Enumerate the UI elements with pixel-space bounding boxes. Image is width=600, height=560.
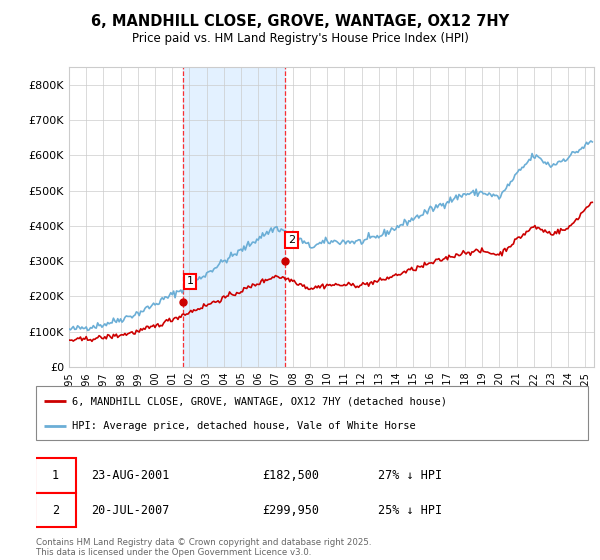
Text: 20-JUL-2007: 20-JUL-2007 [91,503,170,517]
Text: 6, MANDHILL CLOSE, GROVE, WANTAGE, OX12 7HY: 6, MANDHILL CLOSE, GROVE, WANTAGE, OX12 … [91,14,509,29]
Text: Price paid vs. HM Land Registry's House Price Index (HPI): Price paid vs. HM Land Registry's House … [131,32,469,45]
Text: 25% ↓ HPI: 25% ↓ HPI [378,503,442,517]
Bar [183,67,285,367]
Text: 2: 2 [52,503,59,517]
Text: 2: 2 [288,235,295,245]
Text: 27% ↓ HPI: 27% ↓ HPI [378,469,442,482]
Text: £182,500: £182,500 [262,469,319,482]
Text: 6, MANDHILL CLOSE, GROVE, WANTAGE, OX12 7HY (detached house): 6, MANDHILL CLOSE, GROVE, WANTAGE, OX12 … [72,396,447,407]
FancyBboxPatch shape [35,493,76,528]
Text: HPI: Average price, detached house, Vale of White Horse: HPI: Average price, detached house, Vale… [72,421,416,431]
Text: 23-AUG-2001: 23-AUG-2001 [91,469,170,482]
FancyBboxPatch shape [35,458,76,493]
Text: £299,950: £299,950 [262,503,319,517]
Text: 1: 1 [52,469,59,482]
FancyBboxPatch shape [36,386,588,440]
Text: Contains HM Land Registry data © Crown copyright and database right 2025.
This d: Contains HM Land Registry data © Crown c… [36,538,371,557]
Text: 1: 1 [187,276,194,286]
